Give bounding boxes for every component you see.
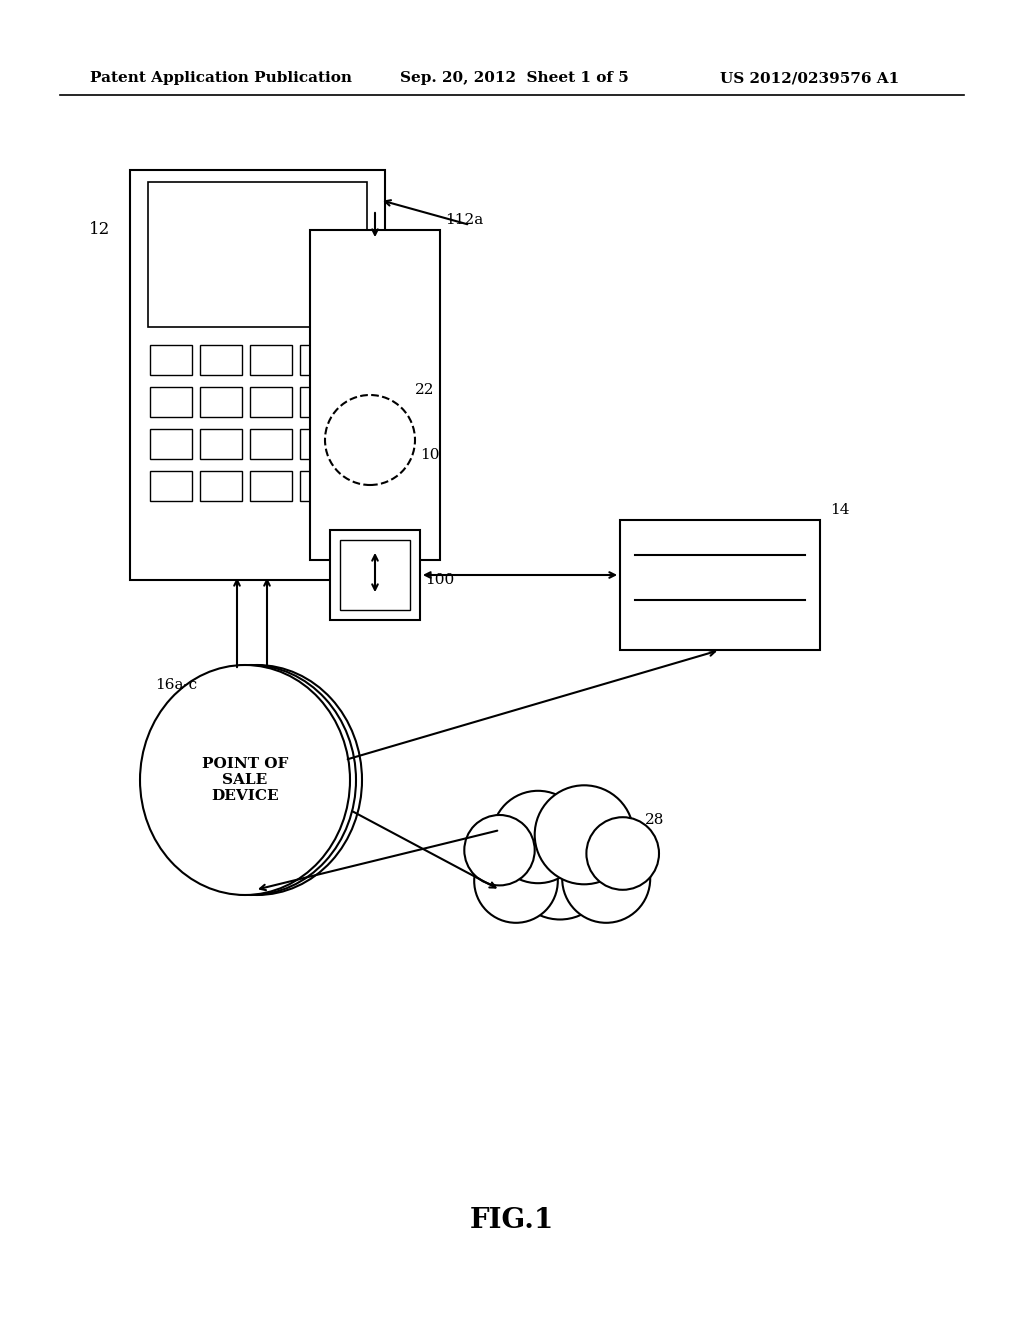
Ellipse shape: [152, 665, 362, 895]
Ellipse shape: [140, 665, 350, 895]
Circle shape: [474, 840, 558, 923]
FancyBboxPatch shape: [148, 182, 367, 327]
FancyBboxPatch shape: [150, 429, 193, 459]
FancyBboxPatch shape: [250, 387, 292, 417]
Text: 16a-c: 16a-c: [155, 678, 198, 692]
FancyBboxPatch shape: [330, 531, 420, 620]
FancyBboxPatch shape: [300, 429, 342, 459]
Text: FIG.1: FIG.1: [470, 1206, 554, 1233]
FancyBboxPatch shape: [310, 230, 440, 560]
Ellipse shape: [146, 665, 356, 895]
FancyBboxPatch shape: [200, 471, 242, 502]
Text: 14: 14: [830, 503, 850, 517]
FancyBboxPatch shape: [340, 540, 410, 610]
Circle shape: [562, 834, 650, 923]
FancyBboxPatch shape: [300, 471, 342, 502]
Text: Sep. 20, 2012  Sheet 1 of 5: Sep. 20, 2012 Sheet 1 of 5: [400, 71, 629, 84]
Circle shape: [511, 821, 609, 920]
Circle shape: [492, 791, 585, 883]
Circle shape: [464, 814, 535, 886]
Circle shape: [492, 791, 585, 883]
Text: 22: 22: [415, 383, 434, 397]
FancyBboxPatch shape: [130, 170, 385, 579]
Text: 112a: 112a: [445, 213, 483, 227]
Circle shape: [587, 817, 659, 890]
FancyBboxPatch shape: [250, 429, 292, 459]
FancyBboxPatch shape: [300, 387, 342, 417]
Circle shape: [464, 814, 535, 886]
Circle shape: [587, 817, 659, 890]
Text: POINT OF
SALE
DEVICE: POINT OF SALE DEVICE: [202, 756, 288, 803]
FancyBboxPatch shape: [150, 471, 193, 502]
FancyBboxPatch shape: [200, 429, 242, 459]
Text: 100: 100: [425, 573, 455, 587]
Circle shape: [325, 395, 415, 484]
Text: 12: 12: [89, 222, 110, 239]
FancyBboxPatch shape: [200, 387, 242, 417]
Circle shape: [562, 834, 650, 923]
Circle shape: [511, 821, 609, 920]
FancyBboxPatch shape: [250, 345, 292, 375]
Circle shape: [474, 840, 558, 923]
Text: 10: 10: [420, 447, 439, 462]
Circle shape: [535, 785, 634, 884]
FancyBboxPatch shape: [250, 471, 292, 502]
Circle shape: [535, 785, 634, 884]
Text: Patent Application Publication: Patent Application Publication: [90, 71, 352, 84]
FancyBboxPatch shape: [150, 387, 193, 417]
FancyBboxPatch shape: [620, 520, 820, 649]
FancyBboxPatch shape: [300, 345, 342, 375]
Text: 28: 28: [645, 813, 665, 828]
Text: US 2012/0239576 A1: US 2012/0239576 A1: [720, 71, 899, 84]
FancyBboxPatch shape: [200, 345, 242, 375]
FancyBboxPatch shape: [150, 345, 193, 375]
